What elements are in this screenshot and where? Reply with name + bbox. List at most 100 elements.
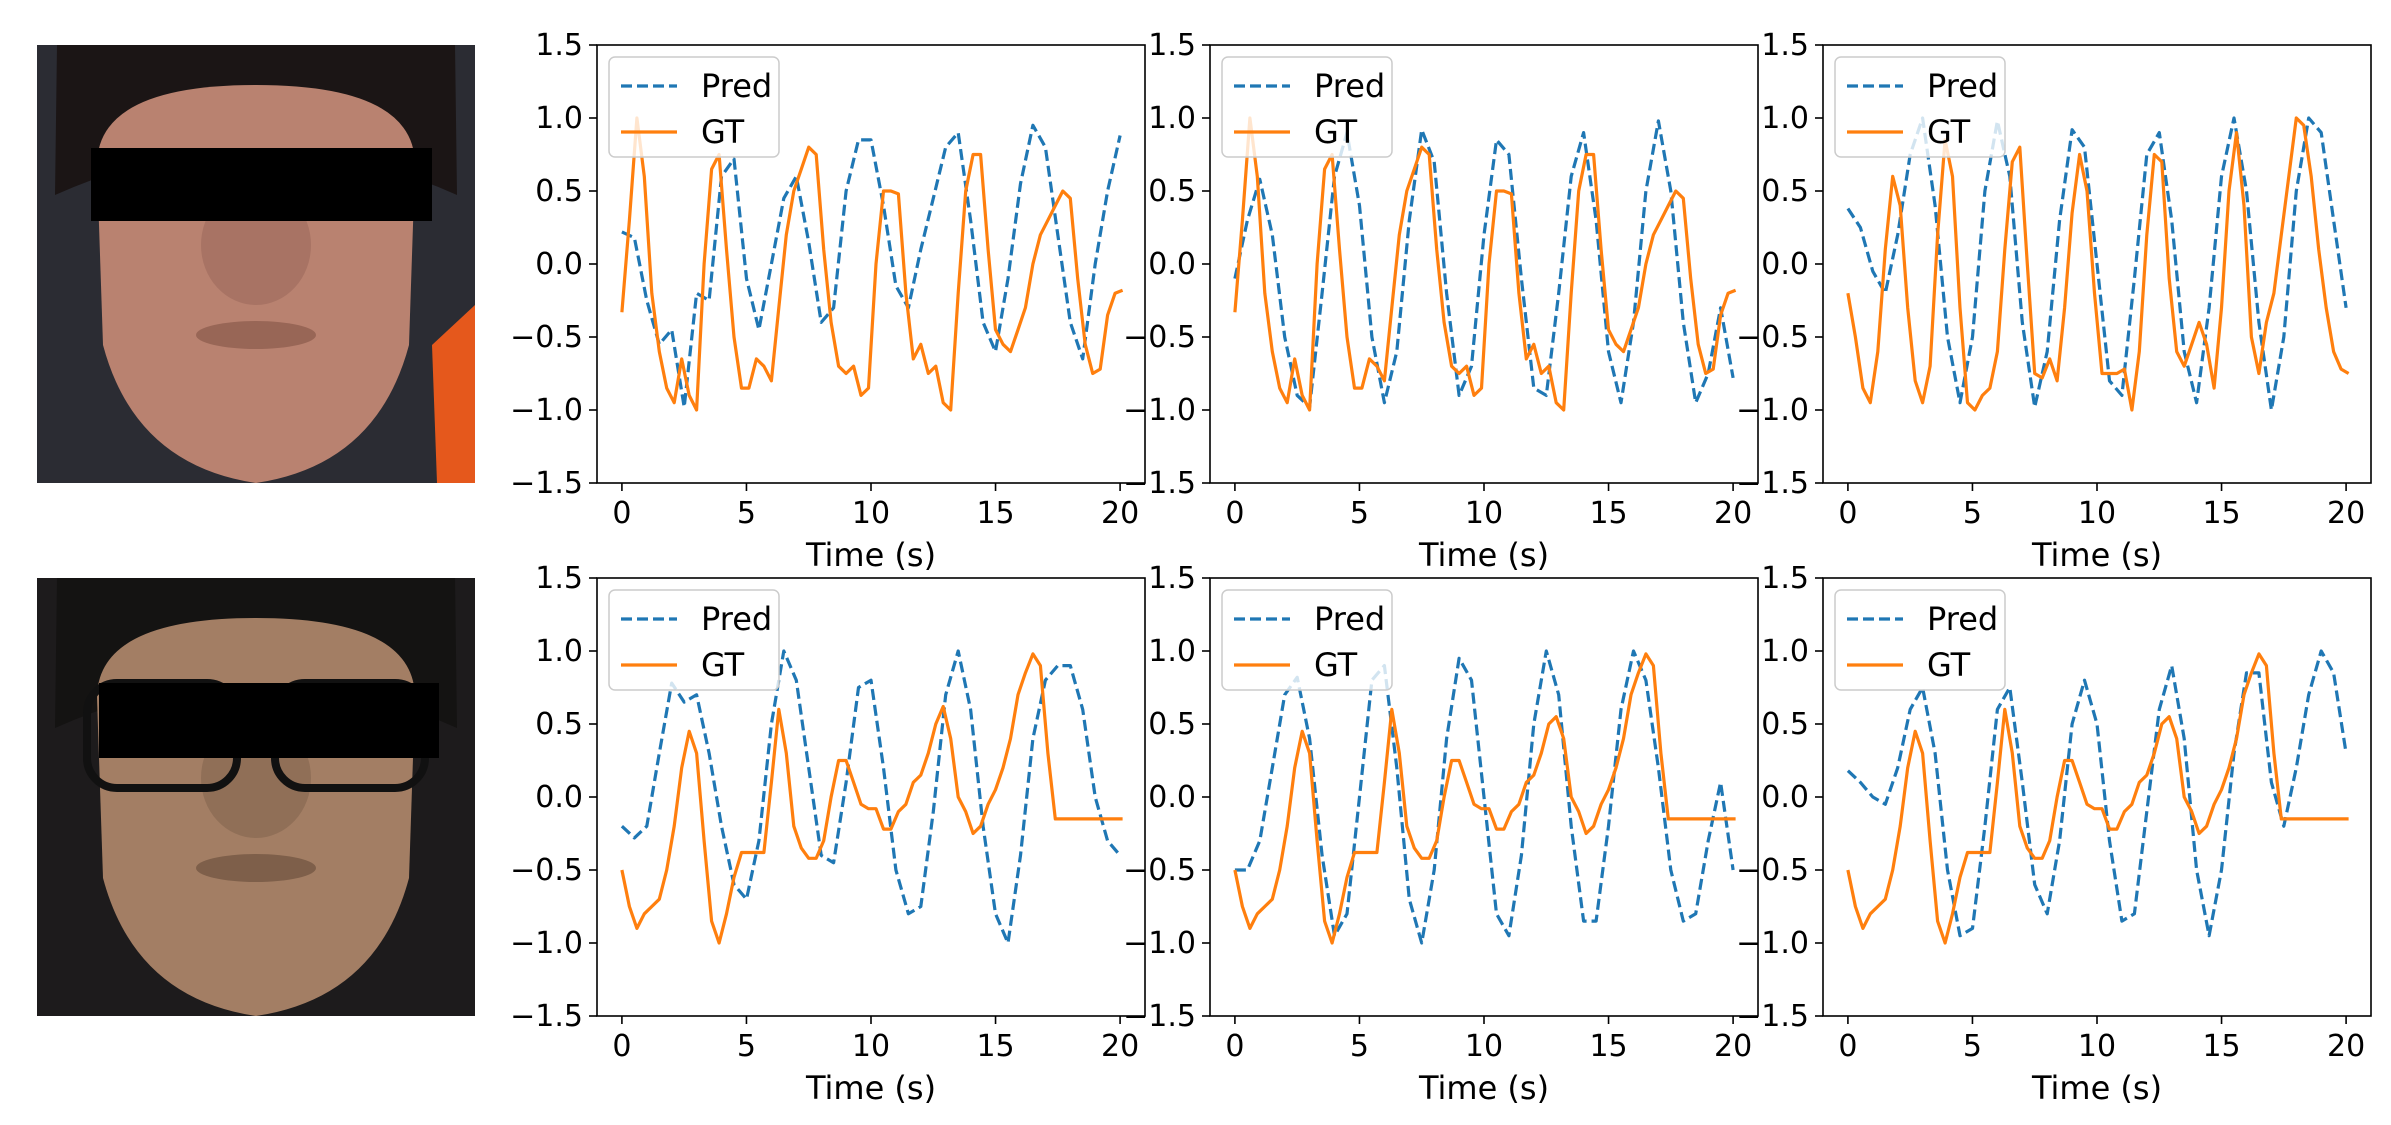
x-tick-label: 10 <box>2078 496 2116 531</box>
x-axis-label: Time (s) <box>805 1069 936 1107</box>
x-tick-label: 10 <box>2078 1029 2116 1064</box>
legend-label-pred: Pred <box>1927 600 1998 638</box>
legend-label-gt: GT <box>1314 113 1358 151</box>
legend-label-gt: GT <box>1927 113 1971 151</box>
x-tick-label: 5 <box>1963 1029 1982 1064</box>
y-tick-label: 1.0 <box>535 634 583 669</box>
face-photo-subject-2 <box>37 578 475 1016</box>
y-tick-label: −0.5 <box>1736 320 1809 355</box>
chart-r1c3: −1.5 −1.0 −0.5 0.0 0.5 1.0 1.5 0 5 10 15 20 Time (s)… <box>1736 28 2372 574</box>
x-tick-label: 10 <box>1465 496 1503 531</box>
x-tick-label: 0 <box>1838 496 1857 531</box>
x-tick-label: 0 <box>1225 1029 1244 1064</box>
y-tick-label: 0.5 <box>535 174 583 209</box>
x-tick-label: 15 <box>1589 1029 1627 1064</box>
legend-label-gt: GT <box>1314 646 1358 684</box>
x-axis-label: Time (s) <box>805 536 936 574</box>
y-tick-label: −1.5 <box>1123 466 1196 501</box>
series-line-pred <box>620 649 1122 945</box>
series-line-pred <box>1846 116 2348 412</box>
x-tick-label: 20 <box>1714 1029 1752 1064</box>
x-tick-label: 0 <box>1225 496 1244 531</box>
y-tick-label: 0.0 <box>535 247 583 282</box>
legend-label-pred: Pred <box>701 600 772 638</box>
y-tick-label: −1.0 <box>1736 393 1809 428</box>
chair-accent <box>432 305 475 483</box>
x-tick-label: 5 <box>737 496 756 531</box>
y-tick-label: −1.0 <box>1123 393 1196 428</box>
x-tick-label: 15 <box>976 496 1014 531</box>
x-tick-label: 10 <box>1465 1029 1503 1064</box>
y-tick-label: 0.5 <box>1761 707 1809 742</box>
x-axis-label: Time (s) <box>1418 536 1549 574</box>
y-tick-label: 1.0 <box>1761 101 1809 136</box>
face-mouth <box>196 321 316 349</box>
series-line-gt <box>620 116 1124 412</box>
chart-r1c2: −1.5 −1.0 −0.5 0.0 0.5 1.0 1.5 0 5 10 15 20 Time (s)… <box>1123 28 1759 574</box>
eye-redaction-bar <box>91 148 432 221</box>
y-tick-label: 1.5 <box>1761 28 1809 63</box>
x-tick-label: 15 <box>2202 1029 2240 1064</box>
y-tick-label: 0.5 <box>1761 174 1809 209</box>
x-tick-label: 5 <box>1350 496 1369 531</box>
x-tick-label: 5 <box>1963 496 1982 531</box>
y-tick-label: 1.0 <box>535 101 583 136</box>
x-tick-label: 5 <box>737 1029 756 1064</box>
x-tick-label: 20 <box>2327 1029 2365 1064</box>
legend-label-pred: Pred <box>1314 67 1385 105</box>
y-tick-label: −0.5 <box>1736 853 1809 888</box>
y-tick-label: −1.0 <box>510 393 583 428</box>
y-tick-label: −1.5 <box>510 999 583 1034</box>
y-tick-label: 0.0 <box>1761 247 1809 282</box>
y-tick-label: −1.5 <box>1736 999 1809 1034</box>
face-photo-subject-1 <box>37 45 475 483</box>
chart-r2c1: −1.5 −1.0 −0.5 0.0 0.5 1.0 1.5 0 5 10 15 20 Time (s)… <box>510 561 1146 1107</box>
y-tick-label: 1.5 <box>1761 561 1809 596</box>
x-tick-label: 20 <box>2327 496 2365 531</box>
y-tick-label: 0.0 <box>535 780 583 815</box>
y-tick-label: 1.5 <box>535 561 583 596</box>
y-tick-label: 0.0 <box>1761 780 1809 815</box>
series-line-gt <box>1233 652 1736 945</box>
x-tick-label: 10 <box>852 1029 890 1064</box>
y-tick-label: 0.0 <box>1148 780 1196 815</box>
y-tick-label: 1.5 <box>1148 28 1196 63</box>
series-line-pred <box>1234 649 1735 945</box>
legend-label-gt: GT <box>701 113 745 151</box>
chart-r2c3: −1.5 −1.0 −0.5 0.0 0.5 1.0 1.5 0 5 10 15 20 Time (s)… <box>1736 561 2372 1107</box>
x-tick-label: 15 <box>976 1029 1014 1064</box>
y-tick-label: −1.0 <box>1123 926 1196 961</box>
x-tick-label: 20 <box>1714 496 1752 531</box>
y-tick-label: 1.0 <box>1761 634 1809 669</box>
y-tick-label: 1.5 <box>1148 561 1196 596</box>
y-tick-label: −1.0 <box>1736 926 1809 961</box>
y-tick-label: −0.5 <box>1123 320 1196 355</box>
series-line-gt <box>1846 652 2349 945</box>
series-line-gt <box>620 652 1123 945</box>
legend-label-pred: Pred <box>1927 67 1998 105</box>
chart-r1c1: −1.5 −1.0 −0.5 0.0 0.5 1.0 1.5 0 5 10 15 20 Time (s)… <box>510 28 1146 574</box>
series-line-gt <box>1233 116 1737 412</box>
series-line-pred <box>1846 649 2348 938</box>
x-tick-label: 15 <box>1589 496 1627 531</box>
series-line-gt <box>1846 116 2350 412</box>
series-line-pred <box>1233 119 1735 409</box>
y-tick-label: 0.5 <box>1148 174 1196 209</box>
y-tick-label: −1.5 <box>1736 466 1809 501</box>
y-tick-label: 0.0 <box>1148 247 1196 282</box>
y-tick-label: −0.5 <box>510 320 583 355</box>
x-tick-label: 0 <box>612 496 631 531</box>
y-tick-label: −0.5 <box>1123 853 1196 888</box>
y-tick-label: −1.5 <box>510 466 583 501</box>
x-axis-label: Time (s) <box>2031 1069 2162 1107</box>
x-tick-label: 20 <box>1101 1029 1139 1064</box>
y-tick-label: 0.5 <box>1148 707 1196 742</box>
y-tick-label: −0.5 <box>510 853 583 888</box>
legend-label-gt: GT <box>701 646 745 684</box>
legend-label-gt: GT <box>1927 646 1971 684</box>
eye-redaction-bar <box>99 683 439 758</box>
y-tick-label: 0.5 <box>535 707 583 742</box>
y-tick-label: 1.0 <box>1148 101 1196 136</box>
x-tick-label: 0 <box>1838 1029 1857 1064</box>
y-tick-label: 1.0 <box>1148 634 1196 669</box>
